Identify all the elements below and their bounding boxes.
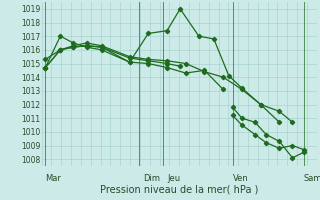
Text: Jeu: Jeu [167, 174, 180, 183]
Text: Mar: Mar [45, 174, 61, 183]
Text: Sam: Sam [304, 174, 320, 183]
Text: Ven: Ven [233, 174, 248, 183]
Text: Pression niveau de la mer( hPa ): Pression niveau de la mer( hPa ) [100, 184, 258, 194]
Text: Dim: Dim [143, 174, 160, 183]
